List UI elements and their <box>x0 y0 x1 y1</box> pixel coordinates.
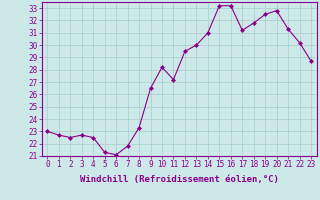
X-axis label: Windchill (Refroidissement éolien,°C): Windchill (Refroidissement éolien,°C) <box>80 175 279 184</box>
